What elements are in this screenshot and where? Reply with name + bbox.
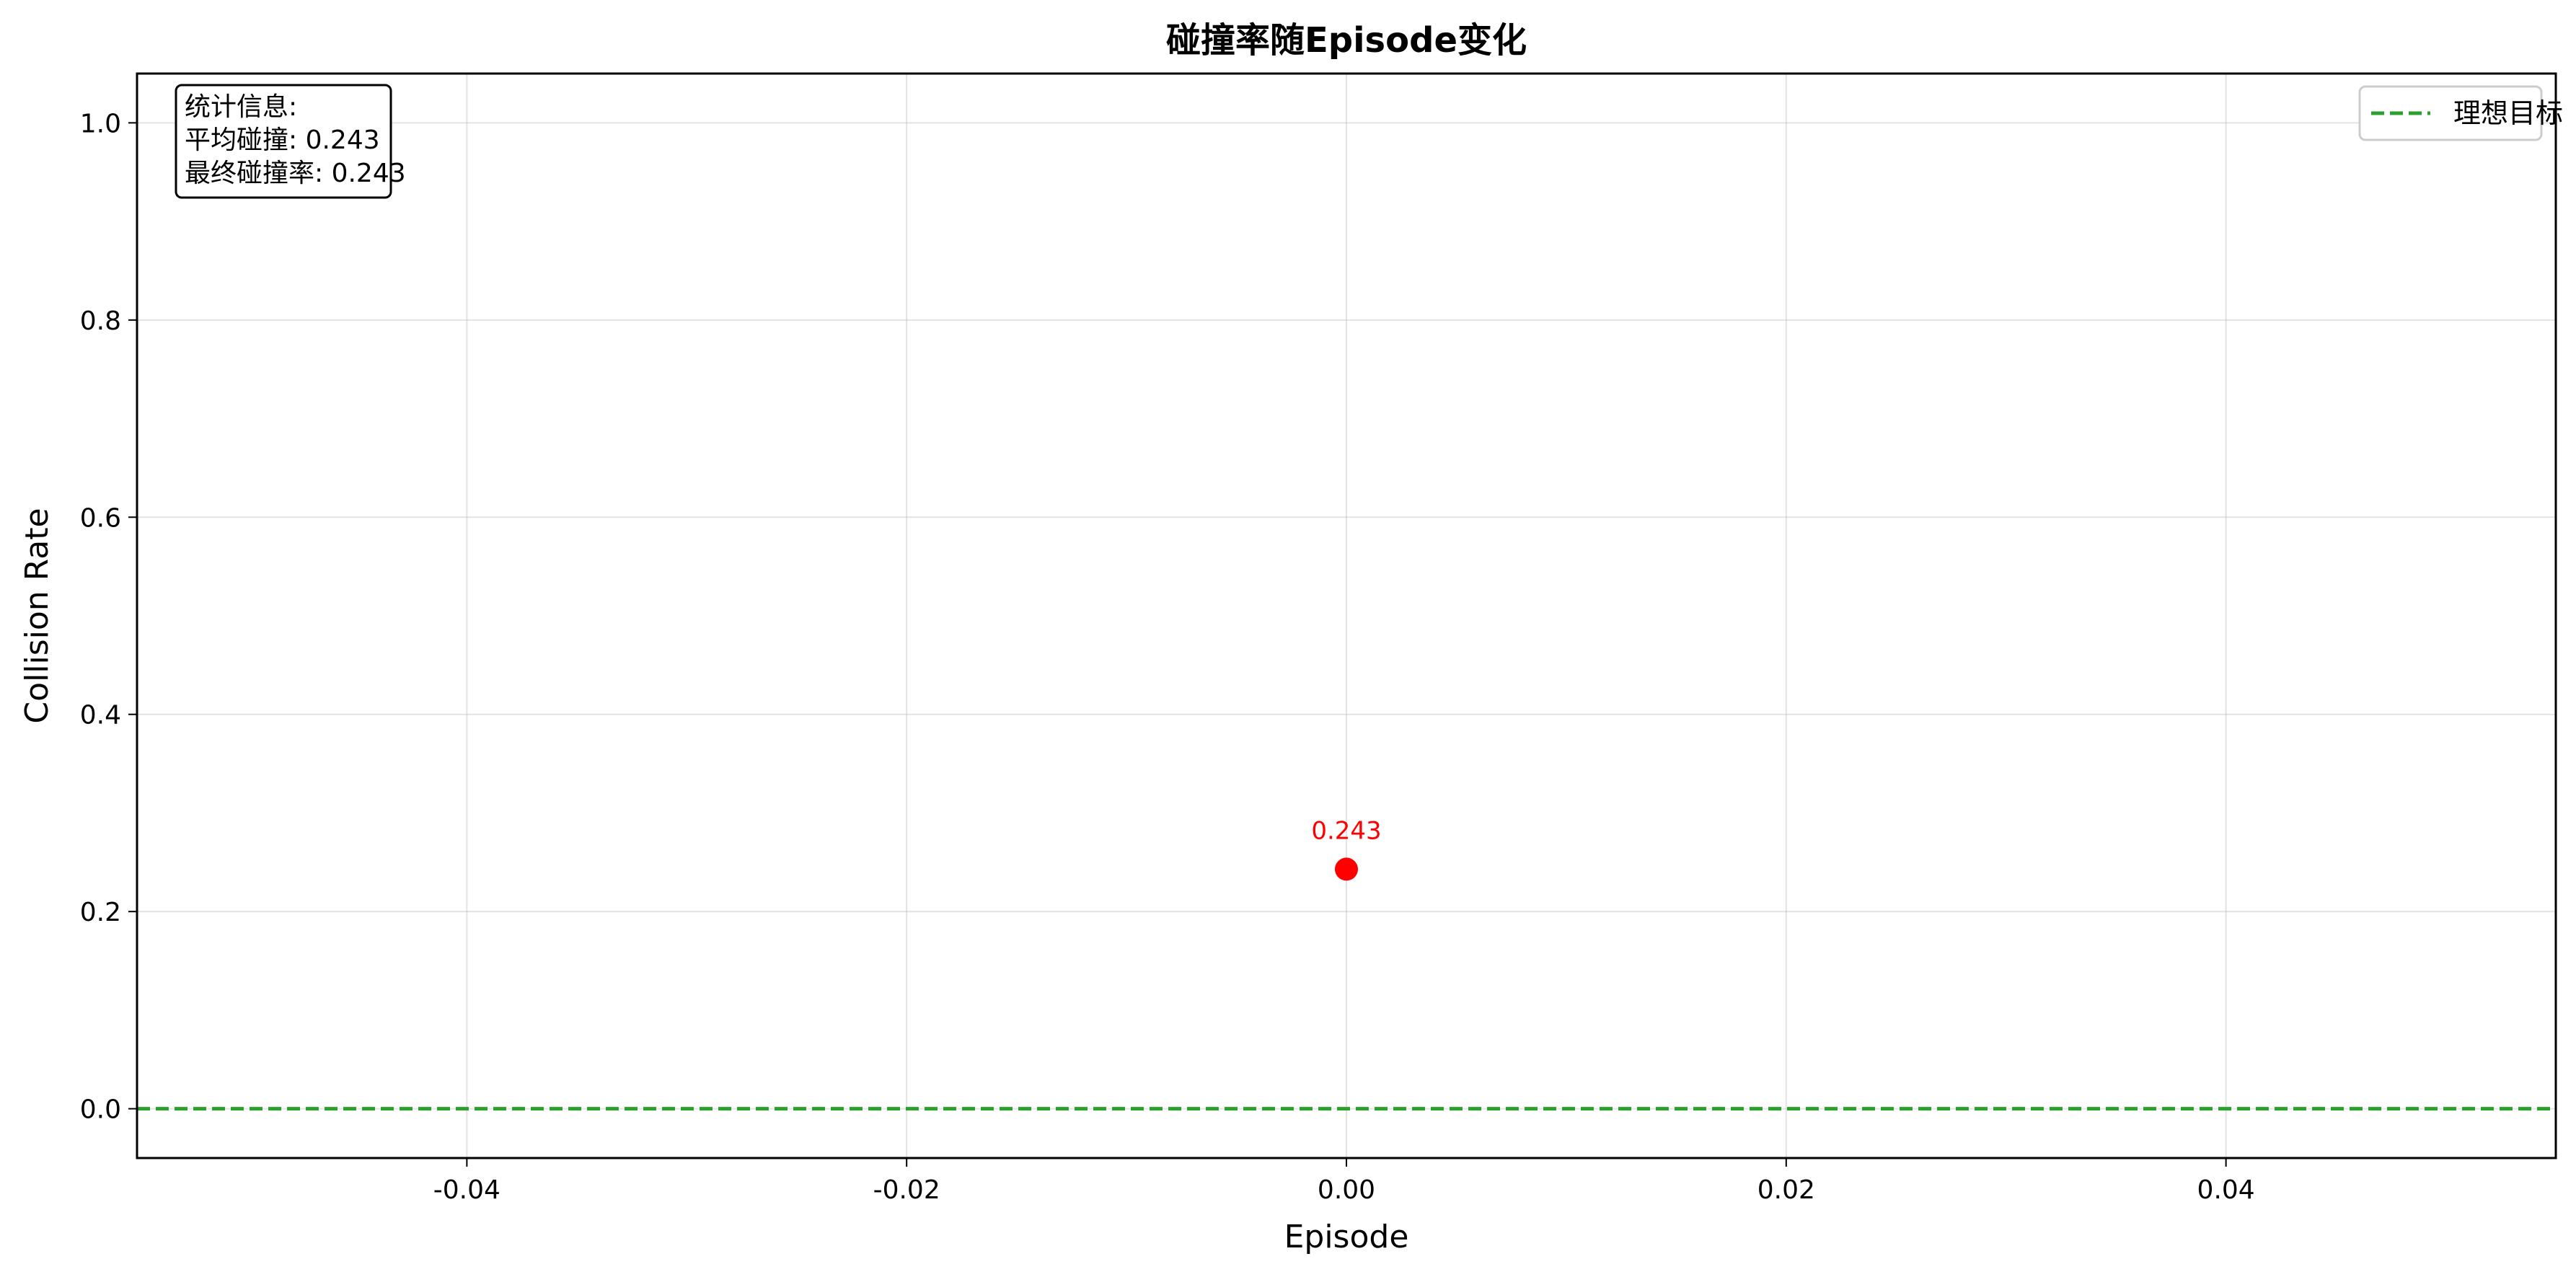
y-tick-label: 0.4 xyxy=(80,701,121,730)
data-point xyxy=(1335,857,1358,881)
data-points: 0.243 xyxy=(1311,816,1382,881)
legend-entry-ideal-target: 理想目标 xyxy=(2453,97,2563,129)
data-point-label: 0.243 xyxy=(1311,816,1381,845)
x-tick-label: 0.02 xyxy=(1757,1175,1815,1205)
x-axis-label: Episode xyxy=(1284,1219,1409,1255)
y-tick-label: 0.0 xyxy=(80,1095,121,1125)
y-tick-label: 0.6 xyxy=(80,503,121,533)
y-ticks: 0.0 0.2 0.4 0.6 0.8 1.0 xyxy=(80,109,137,1125)
grid-lines xyxy=(137,74,2556,1158)
chart-title: 碰撞率随Episode变化 xyxy=(1166,20,1527,61)
stats-box: 统计信息: 平均碰撞: 0.243 最终碰撞率: 0.243 xyxy=(175,84,406,199)
x-tick-label: 0.04 xyxy=(2197,1175,2255,1205)
y-tick-label: 0.8 xyxy=(80,306,121,336)
x-tick-label: -0.02 xyxy=(873,1175,940,1205)
stats-line-final: 最终碰撞率: 0.243 xyxy=(185,159,406,188)
x-tick-label: 0.00 xyxy=(1318,1175,1375,1205)
stats-line-average: 平均碰撞: 0.243 xyxy=(185,125,380,155)
legend: 理想目标 xyxy=(2358,85,2563,141)
y-tick-label: 1.0 xyxy=(80,109,121,138)
x-tick-label: -0.04 xyxy=(433,1175,500,1205)
y-axis-label: Collision Rate xyxy=(19,508,56,723)
x-ticks: -0.04 -0.02 0.00 0.02 0.04 xyxy=(433,1158,2255,1205)
y-tick-label: 0.2 xyxy=(80,898,121,927)
stats-line-header: 统计信息: xyxy=(185,92,297,122)
